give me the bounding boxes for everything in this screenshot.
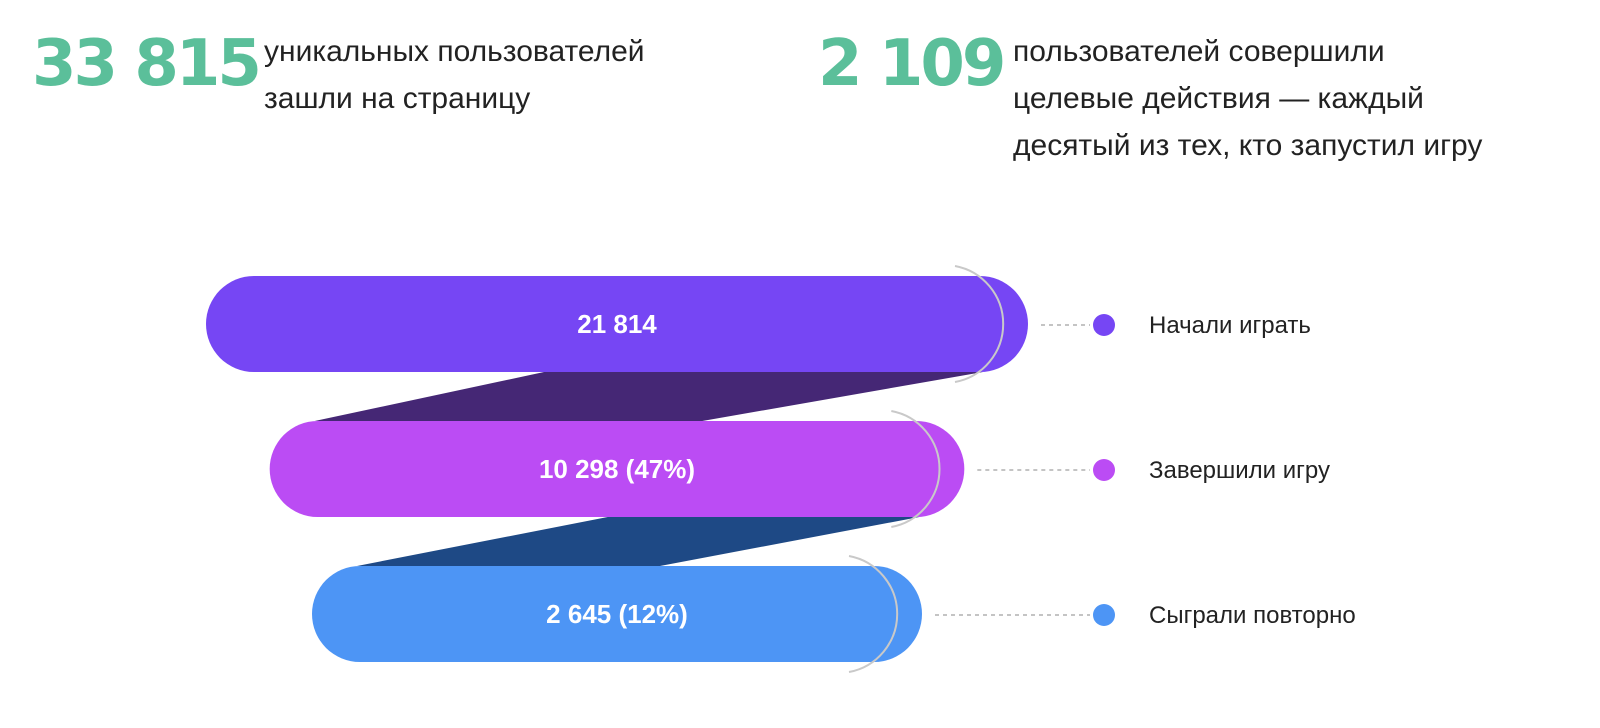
legend-dot: [1093, 459, 1115, 481]
funnel-bars: 21 814 10 298 (47%) 2 645 (12%): [206, 276, 1028, 662]
funnel-bar-label: 21 814: [577, 309, 657, 339]
funnel-bar: [269, 421, 965, 517]
legend-label: Завершили игру: [1149, 457, 1330, 484]
funnel-legend: Начали играть Завершили игру Сыграли повто…: [935, 312, 1356, 629]
funnel-bar-arc: [954, 265, 1005, 383]
funnel-connector: [357, 517, 920, 566]
funnel-bar-label: 10 298 (47%): [539, 454, 695, 484]
stat-unique-users-number: 33 815: [32, 27, 262, 101]
stat-unique-users-caption-line: уникальных пользователей: [264, 35, 645, 68]
funnel-bar: [312, 566, 922, 662]
stat-target-actions-caption-line: пользователей совершили: [1013, 35, 1385, 68]
funnel-connector: [314, 372, 983, 421]
legend-dot: [1093, 604, 1115, 626]
stat-unique-users-caption: уникальных пользователей зашли на страни…: [264, 28, 645, 122]
stat-unique-users-caption-line: зашли на страницу: [264, 82, 531, 115]
stat-target-actions-number: 2 109: [818, 27, 1006, 101]
funnel-bar-label: 2 645 (12%): [546, 599, 688, 629]
funnel-arcs: [848, 265, 1005, 673]
legend-label: Сыграли повторно: [1149, 602, 1356, 629]
stat-target-actions-caption: пользователей совершили целевые действия…: [1013, 28, 1482, 169]
funnel-bar: [206, 276, 1028, 372]
stat-target-actions-caption-line: десятый из тех, кто запустил игру: [1013, 129, 1483, 162]
funnel-bar-arc: [891, 410, 941, 528]
funnel-bar-arc: [848, 555, 899, 673]
legend-label: Начали играть: [1149, 312, 1311, 339]
stat-target-actions-caption-line: целевые действия — каждый: [1013, 82, 1424, 115]
funnel-connectors: [314, 372, 983, 566]
legend-dot: [1093, 314, 1115, 336]
